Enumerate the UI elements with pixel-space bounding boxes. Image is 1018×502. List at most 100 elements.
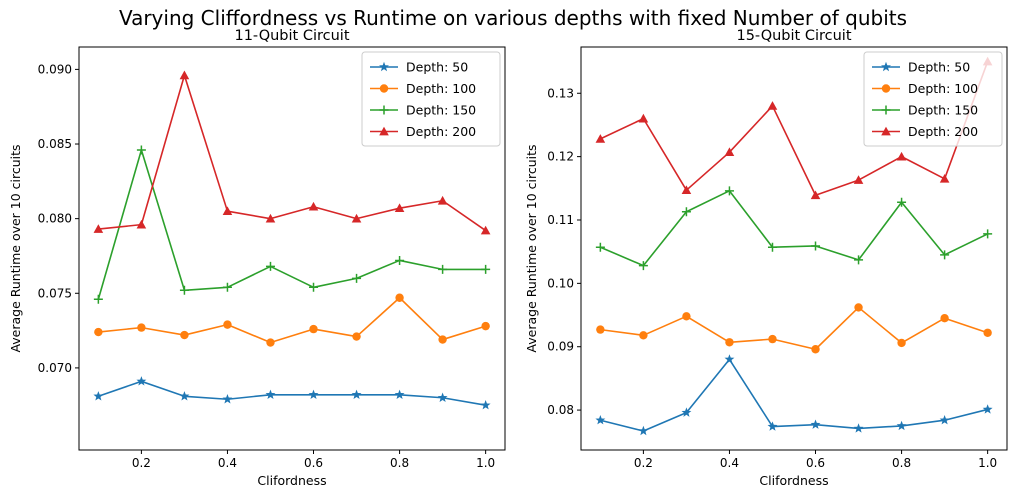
data-point <box>681 407 692 417</box>
chart-title: 15-Qubit Circuit <box>736 28 851 44</box>
data-point <box>724 147 735 157</box>
legend: Depth: 50 Depth: 100 Depth: 150 Depth: 200 <box>863 51 1003 147</box>
data-point <box>595 134 606 143</box>
data-point <box>983 328 992 337</box>
data-point <box>811 345 820 354</box>
data-point <box>309 324 318 334</box>
data-point <box>638 113 649 123</box>
legend-label: Depth: 50 <box>908 60 970 75</box>
data-point <box>982 404 993 414</box>
y-axis-label: Average Runtime over 10 circuits <box>524 144 539 352</box>
data-point <box>437 392 448 402</box>
legend-entry: Depth: 100 <box>370 81 476 96</box>
legend-label: Depth: 100 <box>406 81 476 96</box>
x-tick-label: 0.2 <box>634 456 653 470</box>
data-point <box>352 332 361 341</box>
y-axis-label: Average Runtime over 10 circuits <box>8 144 23 352</box>
legend-marker <box>881 61 891 72</box>
legend-entry: Depth: 200 <box>370 124 476 139</box>
data-point <box>638 261 648 271</box>
legend-box <box>361 51 501 147</box>
y-tick-label: 0.11 <box>547 213 574 227</box>
data-point <box>438 264 448 274</box>
figure-title: Varying Cliffordness vs Runtime on vario… <box>119 6 907 30</box>
data-point <box>265 389 276 399</box>
data-point <box>222 394 233 404</box>
legend-label: Depth: 200 <box>908 124 978 139</box>
data-point <box>137 323 146 332</box>
data-point <box>768 334 777 344</box>
data-point <box>480 225 491 235</box>
data-point <box>136 145 146 155</box>
legend-marker <box>379 84 389 93</box>
data-point <box>940 314 949 323</box>
y-tick-label: 0.090 <box>38 62 72 76</box>
data-point <box>351 213 362 223</box>
legend-marker <box>881 126 891 136</box>
data-point <box>724 186 734 196</box>
data-point <box>939 415 950 425</box>
y-tick-label: 0.080 <box>38 212 72 226</box>
data-point <box>481 321 490 331</box>
data-point <box>854 255 864 265</box>
data-point <box>767 242 777 252</box>
data-point <box>394 203 405 213</box>
data-point <box>93 224 104 233</box>
legend-label: Depth: 150 <box>406 103 476 118</box>
y-tick-label: 0.13 <box>547 86 574 100</box>
data-point <box>897 338 906 348</box>
legend-marker <box>379 126 389 136</box>
legend-entry: Depth: 200 <box>872 124 978 139</box>
x-tick-label: 1.0 <box>978 456 997 470</box>
chart-panel-11-qubit: 11-Qubit Circuit 0.2 0.4 0.6 0.8 1.0 0.070 0.07… <box>8 28 506 488</box>
legend-marker <box>379 61 389 72</box>
data-point <box>983 229 993 239</box>
legend-box <box>863 51 1003 147</box>
chart-panel-15-qubit: 15-Qubit Circuit 0.2 0.4 0.6 0.8 1.0 0.08 0.09 0… <box>524 28 1008 488</box>
y-tick-label: 0.075 <box>38 286 72 300</box>
data-point <box>940 250 950 260</box>
legend-entry: Depth: 150 <box>370 103 476 118</box>
data-point <box>222 282 232 292</box>
series-line-depth-100 <box>600 306 988 351</box>
data-point <box>853 175 864 184</box>
data-point <box>308 389 319 399</box>
y-tick-label: 0.10 <box>547 276 574 290</box>
x-tick-label: 0.2 <box>132 456 151 470</box>
x-axis-label: Clifordness <box>257 473 326 488</box>
data-point <box>854 303 863 312</box>
data-point <box>266 338 275 347</box>
data-point <box>93 294 103 304</box>
data-point <box>638 425 649 436</box>
legend-marker <box>379 105 389 115</box>
data-point <box>681 185 692 195</box>
data-point <box>481 264 491 274</box>
data-point <box>595 242 605 252</box>
y-tick-label: 0.085 <box>38 137 72 151</box>
series-line-depth-150 <box>600 190 988 267</box>
data-point <box>395 255 405 265</box>
data-point <box>309 282 319 292</box>
data-point <box>681 207 691 217</box>
legend: Depth: 50 Depth: 100 Depth: 150 Depth: 200 <box>361 51 501 147</box>
x-axis-label: Clifordness <box>759 473 828 488</box>
x-tick-label: 0.6 <box>304 456 323 470</box>
data-point <box>265 261 275 271</box>
series-line-depth-50 <box>98 380 486 407</box>
x-tick-label: 1.0 <box>476 456 495 470</box>
data-point <box>394 389 405 399</box>
data-point <box>725 338 734 347</box>
data-point <box>179 70 190 80</box>
series-line-depth-50 <box>600 358 988 432</box>
data-point <box>180 330 189 340</box>
data-point <box>308 201 319 211</box>
x-tick-label: 0.6 <box>806 456 825 470</box>
data-point <box>853 423 864 433</box>
data-point <box>438 335 447 344</box>
data-point <box>811 241 821 251</box>
y-tick-label: 0.09 <box>547 340 574 354</box>
series-line-depth-200 <box>600 61 989 197</box>
legend-marker <box>881 105 891 115</box>
plot-area <box>93 70 491 410</box>
chart-title: 11-Qubit Circuit <box>234 28 349 44</box>
